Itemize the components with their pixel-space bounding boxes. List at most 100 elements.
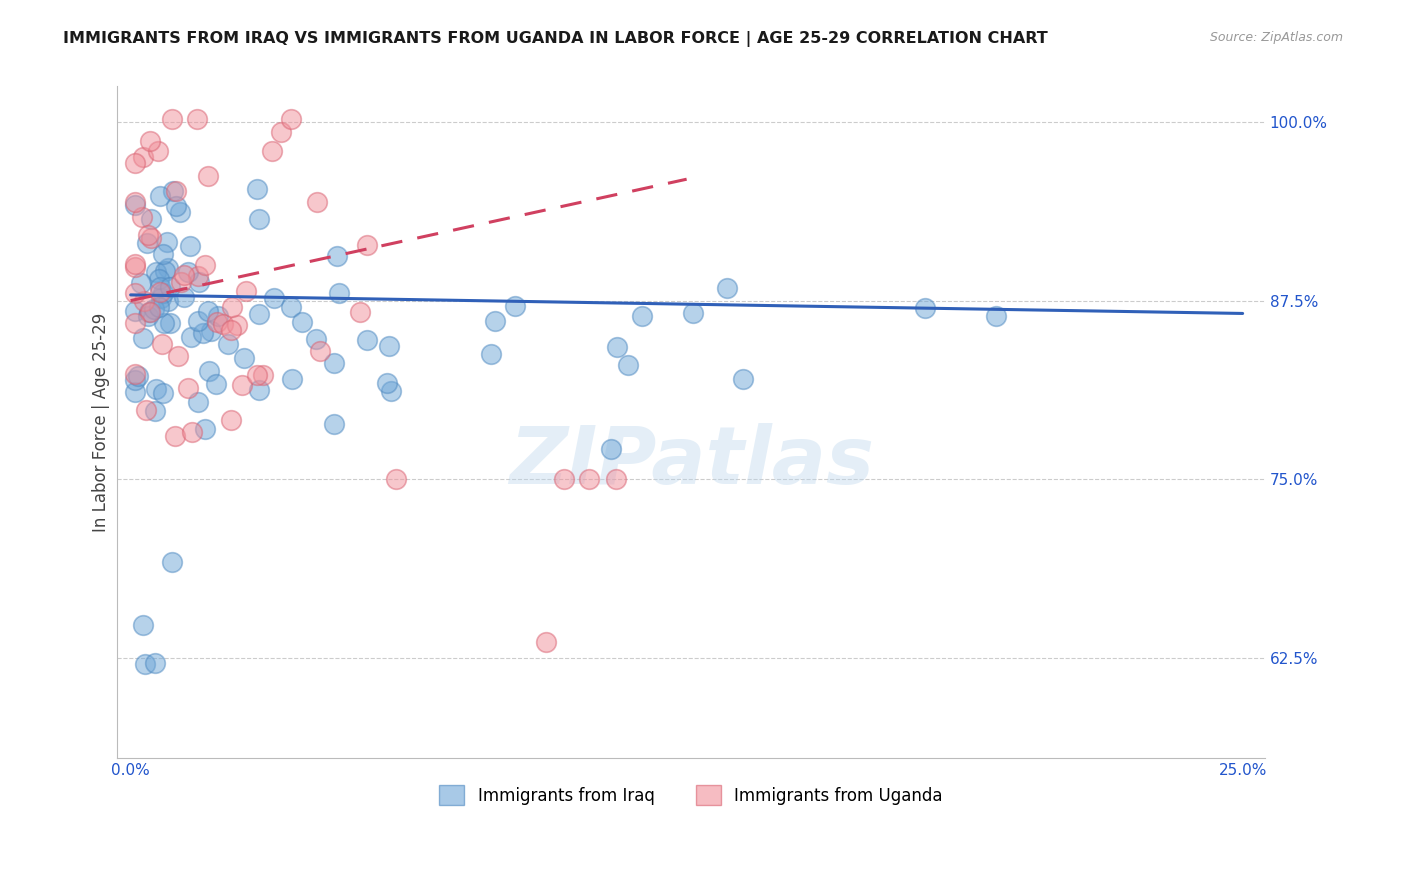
Point bbox=[142, 301, 165, 316]
Point bbox=[733, 372, 755, 386]
Point bbox=[143, 404, 166, 418]
Point bbox=[281, 372, 304, 386]
Point bbox=[148, 272, 170, 286]
Point bbox=[221, 300, 243, 314]
Point bbox=[160, 555, 183, 569]
Point bbox=[211, 317, 233, 331]
Point bbox=[150, 291, 173, 305]
Point bbox=[177, 265, 200, 279]
Point bbox=[219, 413, 242, 427]
Point bbox=[162, 184, 184, 198]
Point bbox=[207, 309, 229, 323]
Point bbox=[600, 442, 623, 456]
Point bbox=[152, 385, 174, 400]
Point bbox=[173, 268, 195, 282]
Point bbox=[124, 385, 146, 400]
Point bbox=[124, 304, 146, 318]
Point bbox=[291, 314, 314, 328]
Point bbox=[186, 112, 208, 127]
Point bbox=[252, 368, 274, 382]
Point bbox=[235, 285, 257, 299]
Point bbox=[165, 199, 187, 213]
Point bbox=[132, 617, 155, 632]
Point bbox=[246, 182, 269, 196]
Point bbox=[186, 268, 208, 283]
Point bbox=[165, 184, 187, 198]
Point bbox=[375, 376, 398, 391]
Point bbox=[194, 258, 217, 272]
Point bbox=[124, 260, 146, 275]
Text: ZIPatlas: ZIPatlas bbox=[509, 424, 873, 501]
Point bbox=[188, 275, 211, 289]
Point bbox=[124, 156, 146, 170]
Point bbox=[136, 235, 159, 250]
Point bbox=[153, 316, 176, 330]
Point bbox=[156, 235, 179, 250]
Point bbox=[280, 112, 302, 127]
Point bbox=[484, 314, 506, 328]
Point bbox=[167, 349, 190, 363]
Point bbox=[132, 331, 155, 345]
Point bbox=[143, 657, 166, 671]
Point bbox=[173, 290, 195, 304]
Point bbox=[180, 425, 202, 440]
Point bbox=[349, 304, 371, 318]
Point bbox=[124, 194, 146, 209]
Point bbox=[156, 260, 179, 275]
Point bbox=[553, 472, 575, 486]
Point bbox=[260, 144, 283, 158]
Point bbox=[682, 306, 704, 320]
Point bbox=[194, 422, 217, 436]
Point bbox=[131, 211, 153, 225]
Point bbox=[534, 634, 557, 648]
Point bbox=[986, 309, 1008, 323]
Point bbox=[170, 275, 193, 289]
Point bbox=[145, 265, 167, 279]
Point bbox=[197, 303, 219, 318]
Point bbox=[134, 657, 156, 671]
Point bbox=[191, 326, 214, 341]
Point bbox=[380, 384, 402, 399]
Point bbox=[176, 381, 198, 395]
Point bbox=[152, 247, 174, 261]
Point bbox=[197, 364, 219, 378]
Point bbox=[356, 333, 378, 347]
Point bbox=[155, 264, 177, 278]
Point bbox=[605, 472, 627, 486]
Point bbox=[149, 280, 172, 294]
Point bbox=[141, 231, 163, 245]
Point bbox=[129, 276, 152, 290]
Point bbox=[159, 316, 181, 330]
Point bbox=[205, 314, 228, 328]
Point bbox=[328, 286, 350, 301]
Point bbox=[323, 417, 346, 431]
Point bbox=[200, 324, 222, 338]
Legend: Immigrants from Iraq, Immigrants from Uganda: Immigrants from Iraq, Immigrants from Ug… bbox=[430, 777, 952, 814]
Point bbox=[124, 367, 146, 381]
Point bbox=[148, 300, 170, 314]
Point bbox=[136, 228, 159, 243]
Point bbox=[385, 472, 408, 486]
Point bbox=[124, 373, 146, 387]
Point bbox=[245, 368, 267, 382]
Point bbox=[139, 305, 162, 319]
Text: Source: ZipAtlas.com: Source: ZipAtlas.com bbox=[1209, 31, 1343, 45]
Point bbox=[356, 238, 378, 252]
Point bbox=[479, 347, 502, 361]
Point bbox=[716, 281, 738, 295]
Point bbox=[156, 293, 179, 308]
Y-axis label: In Labor Force | Age 25-29: In Labor Force | Age 25-29 bbox=[93, 312, 110, 532]
Point bbox=[132, 150, 155, 164]
Point bbox=[159, 280, 181, 294]
Point bbox=[187, 395, 209, 409]
Point bbox=[270, 125, 292, 139]
Point bbox=[377, 339, 399, 353]
Point bbox=[309, 343, 332, 358]
Point bbox=[139, 212, 162, 227]
Point bbox=[138, 304, 160, 318]
Point bbox=[233, 351, 256, 365]
Point bbox=[631, 309, 654, 323]
Point bbox=[138, 134, 160, 148]
Point bbox=[263, 291, 285, 305]
Point bbox=[135, 402, 157, 417]
